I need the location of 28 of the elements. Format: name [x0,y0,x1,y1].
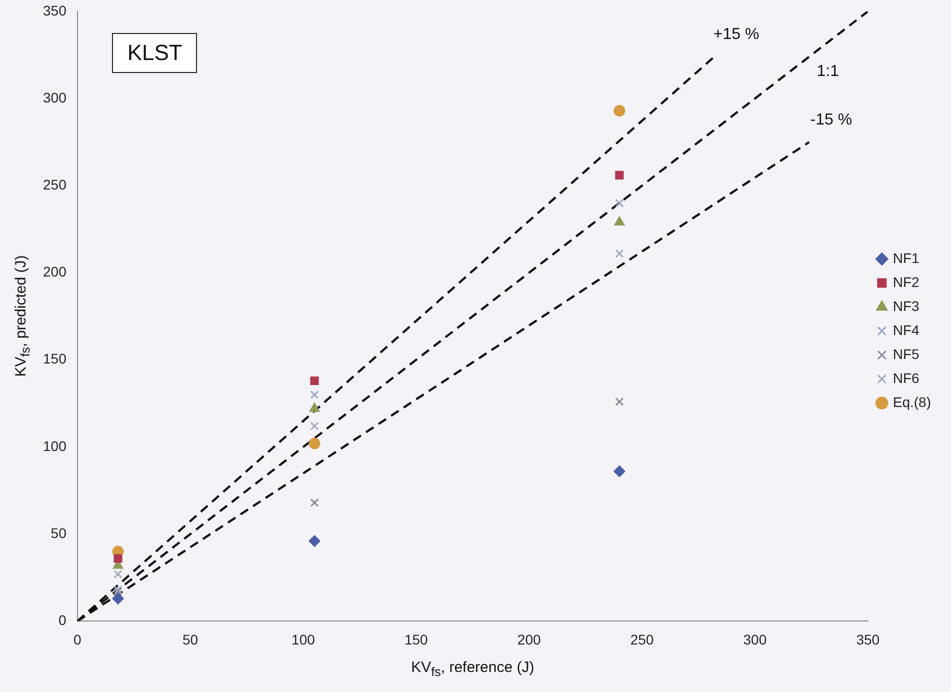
legend-label: NF2 [892,274,920,290]
annotation: 1:1 [816,62,840,80]
x-tick-label: 250 [630,631,654,648]
legend-label: NF5 [892,346,920,362]
x-tick-label: 350 [856,631,880,648]
x-tick-label: 200 [517,631,541,648]
y-tick-label: 300 [43,89,67,106]
y-tick-label: 0 [58,612,67,628]
y-tick-label: 350 [43,2,67,18]
annotation: KLST [112,33,198,74]
x-tick-label: 50 [182,631,198,648]
x-tick-label: 100 [292,631,316,648]
legend-label: NF4 [892,322,920,338]
annotation: -15 % [810,111,852,128]
legend-label: Eq.(8) [892,394,931,410]
annotation: +15 % [713,26,760,44]
x-tick-label: 300 [743,631,767,648]
x-axis-title: KV$_{fs}$, reference (J) [411,659,534,680]
y-tick-label: 250 [43,176,67,192]
legend-label: NF6 [892,370,920,386]
y-tick-label: 150 [43,350,67,367]
x-tick-label: 0 [73,631,82,648]
legend-label: NF3 [892,298,920,314]
y-tick-label: 100 [43,438,67,454]
y-tick-label: 50 [50,524,67,541]
x-tick-label: 150 [404,631,428,648]
legend-label: NF1 [892,250,920,266]
y-tick-label: 200 [43,264,67,280]
